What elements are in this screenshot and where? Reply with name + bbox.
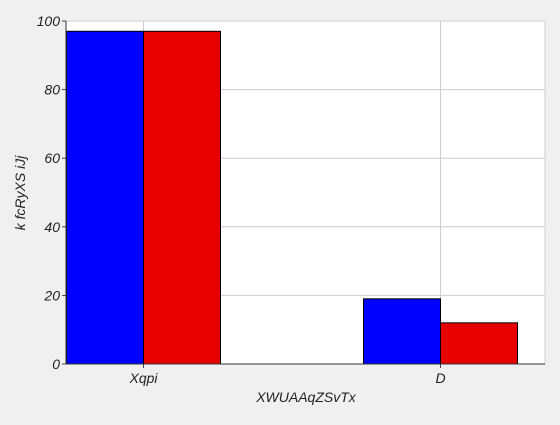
bars <box>66 30 518 365</box>
x-tick-label: Xqpi <box>128 370 158 386</box>
y-tick-label: 100 <box>37 13 61 29</box>
y-tick-label: 80 <box>44 82 60 98</box>
x-axis: Xqpi D <box>66 363 545 386</box>
y-tick-label: 0 <box>52 356 60 372</box>
y-axis: 0 20 40 60 80 100 <box>37 13 67 372</box>
x-tick-label: D <box>435 370 445 386</box>
bar <box>440 322 518 365</box>
y-tick-label: 20 <box>43 287 60 303</box>
y-axis-label: k fcRyXS iJj <box>12 155 28 231</box>
y-tick-label: 40 <box>44 219 60 235</box>
y-tick-label: 60 <box>44 150 60 166</box>
bar <box>66 30 144 365</box>
bar <box>143 30 221 365</box>
bar <box>363 298 441 365</box>
x-axis-label: XWUAAqZSvTx <box>255 389 357 405</box>
